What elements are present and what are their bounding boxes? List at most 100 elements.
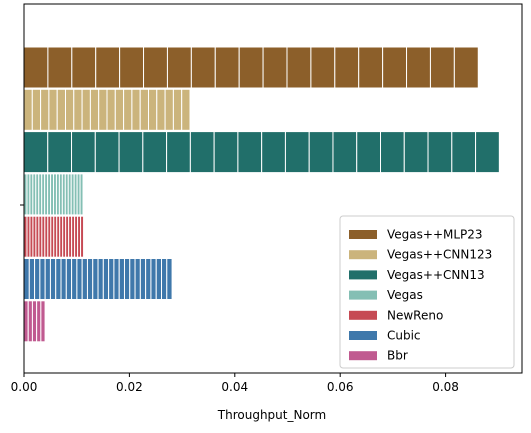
bar-segment (76, 258, 83, 300)
bar-segment (79, 173, 84, 216)
bar-segment (261, 131, 286, 174)
bar-segment (92, 258, 99, 300)
bar-segment (155, 258, 163, 300)
bar-segment (382, 46, 408, 89)
bar-segment (451, 131, 477, 174)
bar-segment (406, 46, 431, 89)
bar-segment (98, 88, 108, 131)
legend-swatch (349, 230, 377, 239)
legend-label: Vegas++CNN13 (387, 268, 485, 282)
bar-segment (286, 46, 312, 89)
bar-segment (166, 46, 192, 89)
bar-segment (166, 258, 173, 300)
legend: Vegas++MLP23 Vegas++CNN123 Vegas++CNN13 Veg… (339, 215, 515, 369)
bar-segment (89, 88, 100, 131)
x-tick-label: 0.08 (432, 380, 459, 394)
bar-segment (123, 88, 133, 131)
bar-segment (139, 88, 149, 131)
bar-segment (172, 88, 183, 131)
bar-segment (102, 258, 110, 300)
bar-segment (189, 131, 215, 174)
legend-swatch (349, 250, 377, 260)
bar-segment (139, 258, 147, 300)
bar-segment (36, 300, 42, 343)
bar-segment (39, 258, 46, 300)
bar-segment (71, 258, 78, 300)
bar-segment (427, 131, 453, 174)
bar-segment (358, 46, 384, 89)
bar-segment (113, 258, 120, 300)
bar-segment (164, 88, 174, 131)
bar-segment (123, 258, 131, 300)
bar-segment (142, 131, 168, 174)
bar-bbr (23, 300, 46, 343)
plot-frame (23, 3, 523, 374)
legend-label: NewReno (387, 308, 443, 322)
bar-segment (332, 131, 358, 174)
x-tick-label: 0.02 (116, 380, 143, 394)
bar-segment (190, 46, 216, 89)
bar-segment (284, 131, 310, 174)
bar-segment (118, 131, 144, 174)
x-axis-label: Throughput_Norm (217, 408, 326, 422)
x-tick-label: 0.06 (327, 380, 354, 394)
bar-segment (134, 258, 141, 300)
bar-segment (60, 258, 67, 300)
bar-segment (28, 258, 36, 300)
bar-newreno (23, 215, 85, 258)
bar-segment (106, 88, 116, 131)
bar-segment (40, 300, 46, 343)
bar-segment (214, 46, 240, 89)
bar-segment (27, 300, 33, 343)
bar-segment (31, 88, 42, 131)
bar-segment (49, 258, 57, 300)
x-axis: 0.00 0.02 0.04 0.06 0.08 (11, 373, 459, 394)
bar-vegas-mlp23 (23, 46, 479, 89)
bar-segment (23, 88, 33, 131)
legend-label: Vegas++MLP23 (387, 228, 483, 242)
bar-segment (145, 258, 152, 300)
bar-segment (238, 46, 264, 89)
bar-segment (237, 131, 263, 174)
bar-segment (156, 88, 166, 131)
bar-segment (23, 46, 49, 89)
bar-segment (114, 88, 125, 131)
bar-segment (48, 88, 58, 131)
bar-segment (47, 131, 73, 174)
bar-segment (429, 46, 455, 89)
bar-segment (31, 300, 38, 343)
bar-segment (380, 131, 405, 174)
bar-segment (213, 131, 239, 174)
bar-segment (143, 46, 168, 89)
bar-vegas-cnn13 (23, 131, 500, 174)
bar-segment (97, 258, 104, 300)
legend-swatch (349, 270, 377, 280)
bar-segment (119, 46, 145, 89)
bar-segment (356, 131, 382, 174)
bar-segment (81, 88, 91, 131)
bar-segment (131, 88, 141, 131)
bar-segment (71, 46, 97, 89)
legend-label: Bbr (387, 349, 408, 363)
bar-segment (129, 258, 136, 300)
bar-segment (65, 88, 75, 131)
bar-segment (108, 258, 115, 300)
legend-label: Vegas++CNN123 (387, 248, 492, 262)
bar-segment (95, 46, 121, 89)
bar-segment (56, 88, 67, 131)
bar-segment (23, 258, 30, 300)
bars-layer (23, 46, 500, 343)
bar-segment (81, 258, 88, 300)
bar-segment (47, 46, 73, 89)
bar-segment (44, 258, 51, 300)
bar-segment (262, 46, 288, 89)
legend-swatch (349, 331, 377, 340)
x-tick-label: 0.04 (221, 380, 248, 394)
bar-segment (34, 258, 41, 300)
bar-segment (148, 88, 158, 131)
bar-segment (150, 258, 157, 300)
bar-segment (71, 131, 96, 174)
bar-segment (166, 131, 191, 174)
bar-segment (55, 258, 62, 300)
